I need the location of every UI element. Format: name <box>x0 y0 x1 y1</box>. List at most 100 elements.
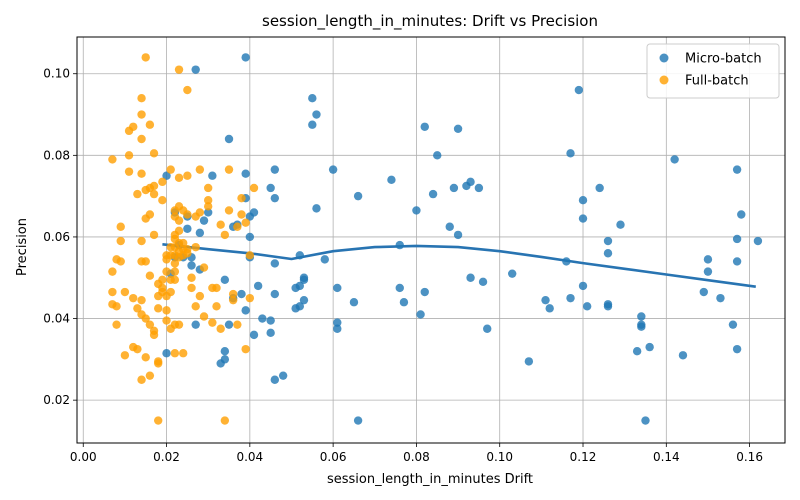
data-point <box>545 304 554 313</box>
data-point <box>632 346 642 356</box>
data-point <box>212 302 221 311</box>
data-point <box>308 120 317 129</box>
data-point <box>137 295 146 305</box>
data-point <box>637 312 646 321</box>
data-point <box>237 210 246 219</box>
data-point <box>445 222 454 231</box>
data-point <box>116 222 125 231</box>
data-point <box>270 289 280 299</box>
data-point <box>145 271 155 280</box>
data-point <box>320 255 329 264</box>
data-point <box>637 320 646 329</box>
data-point <box>108 267 117 276</box>
data-point <box>237 193 246 203</box>
data-point <box>108 287 117 297</box>
data-point <box>245 251 255 260</box>
data-point <box>224 134 234 144</box>
data-point <box>233 222 242 231</box>
data-point <box>241 53 250 62</box>
legend-label: Full-batch <box>685 74 749 89</box>
data-point <box>133 304 142 313</box>
data-point <box>174 216 184 225</box>
data-point <box>753 236 763 246</box>
data-point <box>562 257 571 266</box>
data-point <box>641 416 650 425</box>
data-point <box>203 183 213 193</box>
data-point <box>137 94 146 103</box>
x-tick-label: 0.06 <box>320 450 347 464</box>
data-point <box>133 344 142 354</box>
data-point <box>453 230 463 240</box>
data-point <box>603 302 613 311</box>
data-point <box>183 85 192 95</box>
data-point <box>195 208 205 217</box>
data-point <box>174 320 184 329</box>
data-point <box>703 267 713 276</box>
data-point <box>220 416 230 425</box>
data-point <box>266 316 275 325</box>
data-point <box>191 65 200 74</box>
data-point <box>466 273 475 282</box>
data-point <box>183 224 192 233</box>
data-point <box>224 165 234 174</box>
data-point <box>241 306 250 315</box>
data-point <box>312 110 321 119</box>
data-point <box>333 318 342 327</box>
data-point <box>333 324 342 333</box>
data-point <box>270 259 280 268</box>
data-point <box>162 306 171 315</box>
data-point <box>732 344 742 354</box>
data-point <box>158 196 167 205</box>
data-point <box>349 298 359 307</box>
data-point <box>716 293 725 303</box>
data-point <box>129 293 138 303</box>
y-tick-label: 0.02 <box>43 393 70 407</box>
data-point <box>137 134 146 144</box>
data-point <box>453 124 463 134</box>
data-point <box>141 257 150 266</box>
data-point <box>249 208 259 217</box>
data-point <box>166 165 175 174</box>
data-point <box>353 416 363 425</box>
data-point <box>270 375 280 384</box>
axis-ticks: 0.00 0.02 0.04 0.06 0.08 0.10 0.12 0.14 0.16 0.02… <box>43 67 763 464</box>
data-point <box>295 251 305 260</box>
data-point <box>670 155 679 164</box>
data-point <box>191 320 200 329</box>
data-point <box>203 202 213 211</box>
data-point <box>449 183 459 193</box>
data-point <box>141 353 150 362</box>
data-point <box>183 249 192 258</box>
data-point <box>228 289 238 299</box>
data-point <box>478 277 488 287</box>
data-point <box>158 177 167 187</box>
data-point <box>312 204 321 213</box>
data-point <box>145 210 155 219</box>
data-point <box>187 261 196 270</box>
data-point <box>728 320 738 329</box>
data-point <box>474 183 484 193</box>
data-point <box>399 298 409 307</box>
data-point <box>158 275 167 284</box>
y-tick-label: 0.10 <box>43 67 70 81</box>
data-point <box>149 330 159 340</box>
data-point <box>108 155 117 164</box>
data-point <box>220 346 230 356</box>
data-point <box>170 267 180 276</box>
data-point <box>266 328 275 338</box>
trend-line-group <box>162 243 756 288</box>
data-point <box>270 165 280 174</box>
data-point <box>258 314 267 323</box>
data-point <box>195 165 205 174</box>
data-point <box>237 289 246 299</box>
data-point <box>183 171 192 180</box>
data-point <box>595 183 604 193</box>
data-point <box>162 267 171 276</box>
data-point <box>170 275 180 284</box>
data-point <box>387 175 396 185</box>
data-point <box>732 165 742 174</box>
data-point <box>299 275 309 284</box>
data-point <box>416 310 425 319</box>
x-tick-label: 0.16 <box>736 450 763 464</box>
data-point <box>191 242 200 252</box>
